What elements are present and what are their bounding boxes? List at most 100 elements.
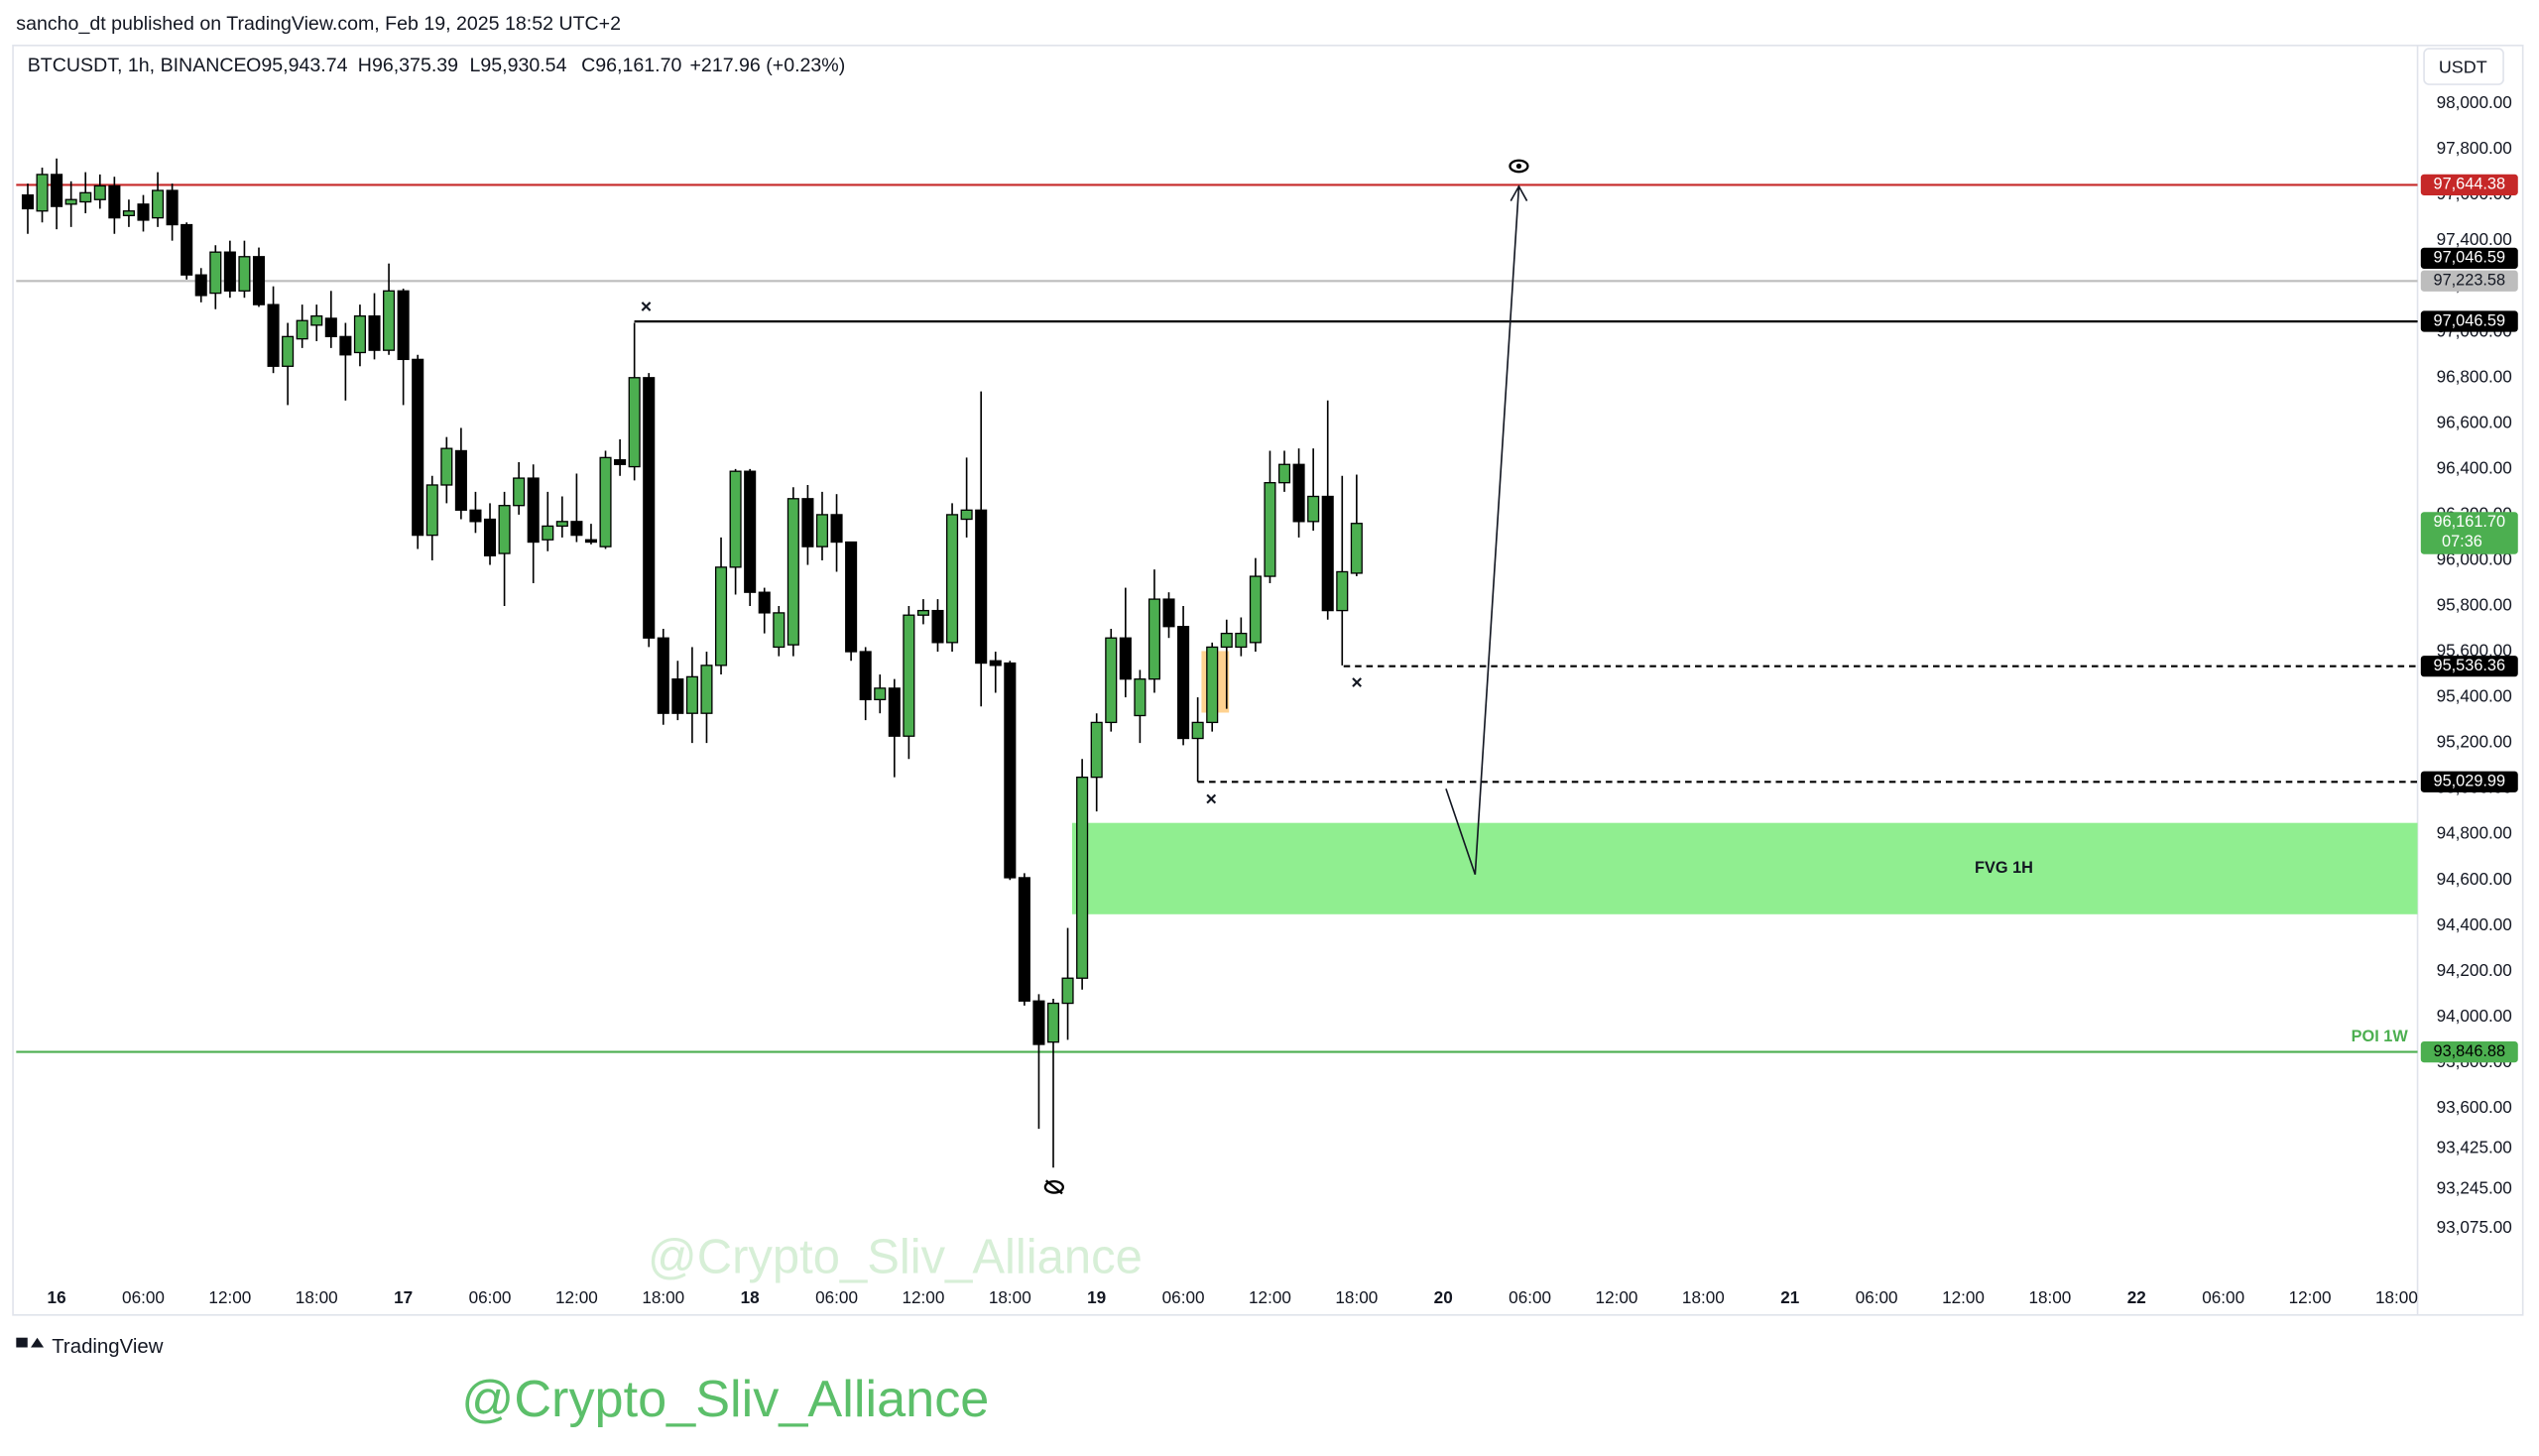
y-tick-label: 94,600.00 — [2437, 869, 2512, 889]
price-label: 96,161.70 — [2434, 513, 2506, 531]
candle-body — [108, 184, 121, 219]
candle-body — [1162, 598, 1175, 628]
candle-body — [296, 319, 308, 340]
candle-body — [1177, 626, 1190, 740]
countdown: 07:36 — [2442, 533, 2482, 550]
y-tick-label: 95,600.00 — [2437, 641, 2512, 661]
y-tick-label: 96,800.00 — [2437, 366, 2512, 386]
x-tick-label: 12:00 — [208, 1287, 251, 1307]
x-tick-label: 12:00 — [1249, 1287, 1291, 1307]
candle-body — [570, 521, 583, 537]
zone-label: FVG 1H — [1975, 859, 2033, 877]
y-tick-label: 96,600.00 — [2437, 412, 2512, 431]
fvg-zone — [1071, 822, 2418, 914]
candle-body — [657, 637, 669, 714]
candle-body — [368, 314, 381, 351]
candle-body — [1119, 637, 1132, 680]
price-label: 97,046.59 — [2434, 249, 2506, 267]
candle-body — [830, 514, 843, 544]
y-tick-label: 97,800.00 — [2437, 138, 2512, 158]
x-tick-label: 18:00 — [1335, 1287, 1378, 1307]
candle-body — [93, 184, 106, 200]
x-tick-label: 22 — [2127, 1287, 2146, 1307]
x-tick-label: 19 — [1087, 1287, 1106, 1307]
candle-body — [1249, 575, 1262, 644]
logo-text: TradingView — [52, 1336, 163, 1358]
candle-body — [1032, 1000, 1045, 1045]
candle-body — [584, 539, 598, 544]
price-label: 93,846.88 — [2434, 1042, 2506, 1060]
candle-body — [1235, 632, 1248, 649]
price-label-box — [2420, 174, 2518, 196]
x-tick-label: 06:00 — [122, 1287, 165, 1307]
candle-body — [628, 377, 641, 468]
x-tick-label: 20 — [1434, 1287, 1453, 1307]
candle-body — [440, 447, 453, 486]
candle-body — [542, 525, 554, 541]
candle-body — [513, 477, 526, 507]
y-tick-label: 93,425.00 — [2437, 1137, 2512, 1156]
candle-body — [1307, 495, 1320, 523]
candle-body — [614, 459, 627, 465]
currency[interactable]: USDT — [2439, 57, 2487, 76]
candle-body — [1046, 1002, 1060, 1043]
watermark-inner: @Crypto_Sliv_Alliance — [648, 1230, 1143, 1283]
candle-body — [916, 609, 929, 616]
cross-marker: × — [641, 296, 652, 317]
currency-button[interactable] — [2423, 48, 2504, 85]
price-label-box — [2420, 512, 2518, 554]
candle-body — [975, 509, 988, 665]
candle-body — [252, 256, 266, 305]
price-label-box — [2420, 1041, 2518, 1063]
candle-body — [51, 174, 63, 207]
x-tick-label: 18:00 — [296, 1287, 338, 1307]
candle-body — [122, 210, 135, 216]
overlay: × × × — [641, 159, 1529, 1195]
candle-body — [238, 256, 251, 292]
level-name: POI 1W — [2352, 1028, 2409, 1045]
price-label-box — [2420, 270, 2518, 292]
x-tick-label: 18:00 — [642, 1287, 684, 1307]
x-tick-label: 21 — [1780, 1287, 1800, 1307]
price-label: 97,223.58 — [2434, 272, 2506, 290]
ohlc-open: O95,943.74 — [246, 55, 347, 76]
y-tick-label: 95,400.00 — [2437, 686, 2512, 706]
x-tick-label: 16 — [48, 1287, 66, 1307]
candle-body — [79, 191, 92, 203]
projection-arrow — [1445, 185, 1520, 876]
candle-body — [469, 509, 482, 523]
y-tick-label: 94,200.00 — [2437, 960, 2512, 980]
candle-body — [282, 335, 295, 367]
symbol[interactable]: BTCUSDT, 1h, BINANCE — [28, 55, 247, 76]
candle-body — [1076, 776, 1089, 979]
candle-body — [152, 189, 165, 219]
candle-body — [36, 174, 49, 212]
y-tick-label: 94,400.00 — [2437, 914, 2512, 934]
x-tick-label: 12:00 — [903, 1287, 945, 1307]
candle-body — [874, 687, 887, 701]
candle-body — [383, 290, 396, 351]
candle-body — [773, 612, 786, 649]
candle-body — [700, 665, 713, 714]
candle-body — [801, 498, 814, 547]
candle-body — [960, 509, 973, 521]
publish-info: sancho_dt published on TradingView.com, … — [16, 13, 621, 35]
candle-body — [209, 251, 222, 295]
candle-body — [845, 541, 858, 653]
x-tick-label: 12:00 — [2289, 1287, 2332, 1307]
candle-body — [1292, 463, 1305, 523]
x-tick-label: 12:00 — [555, 1287, 598, 1307]
price-label-box — [2420, 656, 2518, 677]
watermark: @Crypto_Sliv_Alliance — [461, 1371, 989, 1428]
candle-body — [194, 274, 207, 297]
price-label: 97,046.59 — [2434, 311, 2506, 329]
y-tick-label: 97,400.00 — [2437, 229, 2512, 249]
candle-body — [483, 518, 497, 557]
y-tick-label: 98,000.00 — [2437, 92, 2512, 112]
candle-body — [310, 314, 323, 326]
candle-body — [903, 614, 915, 737]
candle-body — [1191, 721, 1204, 740]
candle-body — [729, 470, 742, 568]
